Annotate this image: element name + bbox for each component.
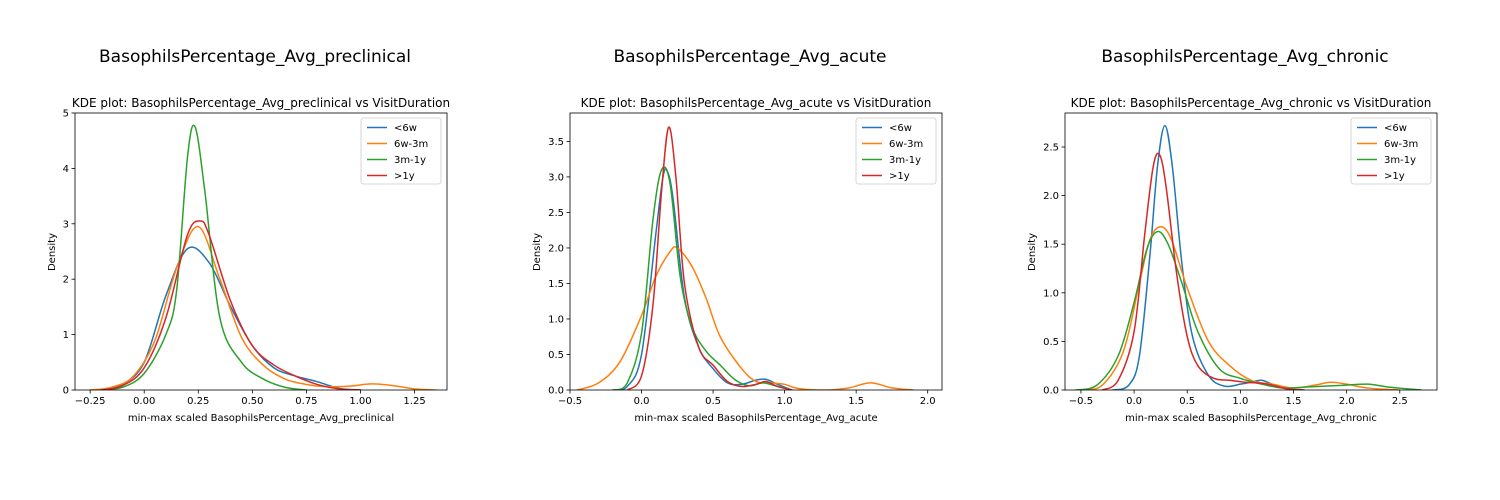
y-tick-label: 1	[63, 330, 69, 341]
panel-suptitle: BasophilsPercentage_Avg_chronic	[1101, 47, 1388, 67]
kde-line-6w-3m	[576, 246, 915, 390]
x-tick-label: 2.0	[1339, 396, 1355, 407]
x-tick-label: −0.25	[75, 396, 106, 407]
plot-title: KDE plot: BasophilsPercentage_Avg_precli…	[72, 96, 450, 110]
plot-area: −0.5 0.0 0.5 1.0 1.5 2.0 2.5 0.0 0.5 1.0 1.5 2.0 2.5…	[1043, 112, 1438, 407]
y-tick-label: 1.0	[1043, 288, 1059, 299]
x-tick-label: 1.0	[1232, 396, 1248, 407]
y-tick-label: 3.5	[548, 137, 564, 148]
x-tick-label: 0.00	[133, 396, 155, 407]
y-tick-label: 1.5	[548, 279, 564, 290]
x-tick-label: 0.5	[1179, 396, 1195, 407]
kde-line--6w	[1112, 124, 1305, 390]
legend: <6w 6w-3m 3m-1y >1y	[855, 117, 937, 185]
x-axis-label: min-max scaled BasophilsPercentage_Avg_c…	[1125, 413, 1377, 424]
x-axis-label: min-max scaled BasophilsPercentage_Avg_p…	[128, 413, 394, 424]
legend-label: 6w-3m	[394, 139, 428, 150]
kde-line--1y	[626, 126, 793, 390]
series-lines	[89, 124, 437, 390]
y-tick-label: 5	[63, 109, 69, 120]
x-tick-label: 2.0	[920, 396, 936, 407]
legend-label: 3m-1y	[394, 155, 426, 166]
x-axis-label: min-max scaled BasophilsPercentage_Avg_a…	[634, 413, 877, 424]
legend-label: <6w	[394, 123, 417, 134]
y-tick-label: 0.0	[1043, 386, 1059, 397]
x-tick-label: 0.5	[705, 396, 721, 407]
x-tick-label: −0.5	[1069, 396, 1093, 407]
y-tick-label: 2.0	[548, 243, 564, 254]
legend-label: 6w-3m	[889, 139, 923, 150]
legend: <6w 6w-3m 3m-1y >1y	[1350, 117, 1432, 185]
y-axis-label: Density	[1027, 233, 1038, 271]
legend-frame	[360, 117, 442, 185]
y-tick-label: 3.0	[548, 172, 564, 183]
y-tick-label: 2.5	[1043, 143, 1059, 154]
y-tick-label: 1.5	[1043, 240, 1059, 251]
x-tick-label: 2.5	[1392, 396, 1408, 407]
legend-label: >1y	[1384, 171, 1405, 182]
y-tick-label: 2	[63, 275, 69, 286]
x-tick-label: −0.5	[558, 396, 582, 407]
y-axis-label: Density	[532, 233, 543, 271]
plot-title: KDE plot: BasophilsPercentage_Avg_chroni…	[1071, 96, 1432, 110]
legend-label: 6w-3m	[1384, 139, 1418, 150]
kde-line--1y	[100, 220, 362, 390]
legend-label: <6w	[1384, 123, 1407, 134]
panel-suptitle: BasophilsPercentage_Avg_acute	[614, 47, 887, 67]
x-tick-label: 1.00	[349, 396, 371, 407]
y-tick-label: 2.0	[1043, 191, 1059, 202]
plot-frame	[74, 112, 448, 391]
legend-label: >1y	[889, 171, 910, 182]
legend-label: <6w	[889, 123, 912, 134]
legend: <6w 6w-3m 3m-1y >1y	[360, 117, 442, 185]
x-tick-label: 0.0	[1126, 396, 1142, 407]
panel-acute: BasophilsPercentage_Avg_acute KDE plot: …	[532, 47, 943, 424]
y-tick-label: 1.0	[548, 314, 564, 325]
kde-line-6w-3m	[89, 225, 437, 390]
x-tick-label: 0.50	[241, 396, 263, 407]
y-tick-label: 0	[63, 386, 69, 397]
kde-line--1y	[1101, 152, 1305, 390]
x-tick-label: 1.0	[777, 396, 793, 407]
x-tick-label: 0.25	[187, 396, 209, 407]
plot-frame	[569, 112, 943, 391]
legend-frame	[1350, 117, 1432, 185]
x-tick-label: 1.5	[1286, 396, 1302, 407]
legend-label: >1y	[394, 171, 415, 182]
panel-suptitle: BasophilsPercentage_Avg_preclinical	[99, 47, 411, 67]
plot-area: −0.25 0.00 0.25 0.50 0.75 1.00 1.25 0 1 2 3 4 5 <6w 6w…	[63, 109, 448, 407]
legend-frame	[855, 117, 937, 185]
legend-label: 3m-1y	[889, 155, 921, 166]
panel-chronic: BasophilsPercentage_Avg_chronic KDE plot…	[1027, 47, 1438, 424]
x-tick-label: 0.0	[634, 396, 650, 407]
x-tick-label: 1.25	[403, 396, 425, 407]
y-tick-label: 4	[63, 164, 69, 175]
y-tick-label: 0.5	[548, 350, 564, 361]
plot-area: −0.5 0.0 0.5 1.0 1.5 2.00.00.51.01.52.02.53.0…	[548, 112, 943, 407]
kde-line-3m-1y	[100, 124, 308, 390]
y-tick-label: 0.5	[1043, 337, 1059, 348]
x-tick-label: 0.75	[295, 396, 317, 407]
kde-line-3m-1y	[1074, 230, 1422, 390]
y-tick-label: 0.0	[548, 386, 564, 397]
legend-label: 3m-1y	[1384, 155, 1416, 166]
series-lines	[576, 126, 915, 390]
x-tick-label: 1.5	[848, 396, 864, 407]
y-tick-label: 2.5	[548, 208, 564, 219]
series-lines	[1074, 124, 1422, 390]
panel-preclinical: BasophilsPercentage_Avg_preclinical KDE …	[47, 47, 450, 424]
y-axis-label: Density	[47, 233, 58, 271]
plot-frame	[1064, 112, 1438, 391]
plot-title: KDE plot: BasophilsPercentage_Avg_acute …	[581, 96, 932, 110]
y-tick-label: 3	[63, 219, 69, 230]
